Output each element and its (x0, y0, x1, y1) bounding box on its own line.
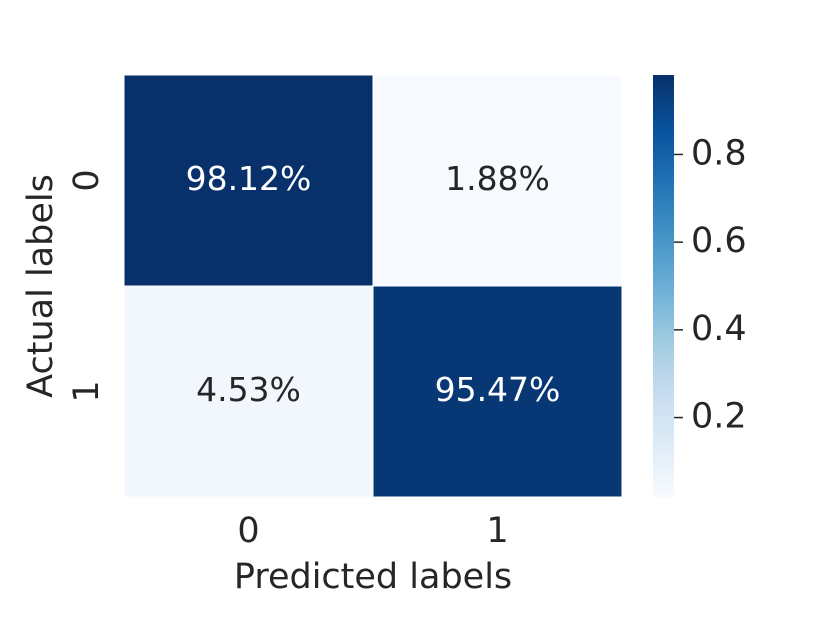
cell-label: 1.88% (445, 159, 550, 198)
heatmap-cell (123, 285, 374, 498)
cell-label: 98.12% (186, 159, 312, 198)
colorbar (653, 75, 674, 497)
heatmap-cell (123, 74, 374, 287)
cell-label: 4.53% (196, 370, 301, 409)
colorbar-tick-label: 0.8 (691, 133, 747, 173)
x-tick-label: 1 (486, 511, 508, 551)
cell-label: 95.47% (435, 370, 561, 409)
heatmap-cell (372, 74, 623, 287)
y-tick-label: 1 (67, 380, 107, 402)
y-axis-label: Actual labels (21, 174, 61, 398)
colorbar-tick-label: 0.2 (691, 397, 747, 437)
colorbar-tick-label: 0.6 (691, 221, 747, 261)
x-tick-label: 0 (237, 511, 259, 551)
colorbar-tick-label: 0.4 (691, 309, 747, 349)
heatmap-cell (372, 285, 623, 498)
x-axis-label: Predicted labels (234, 557, 512, 597)
y-tick-label: 0 (67, 169, 107, 191)
